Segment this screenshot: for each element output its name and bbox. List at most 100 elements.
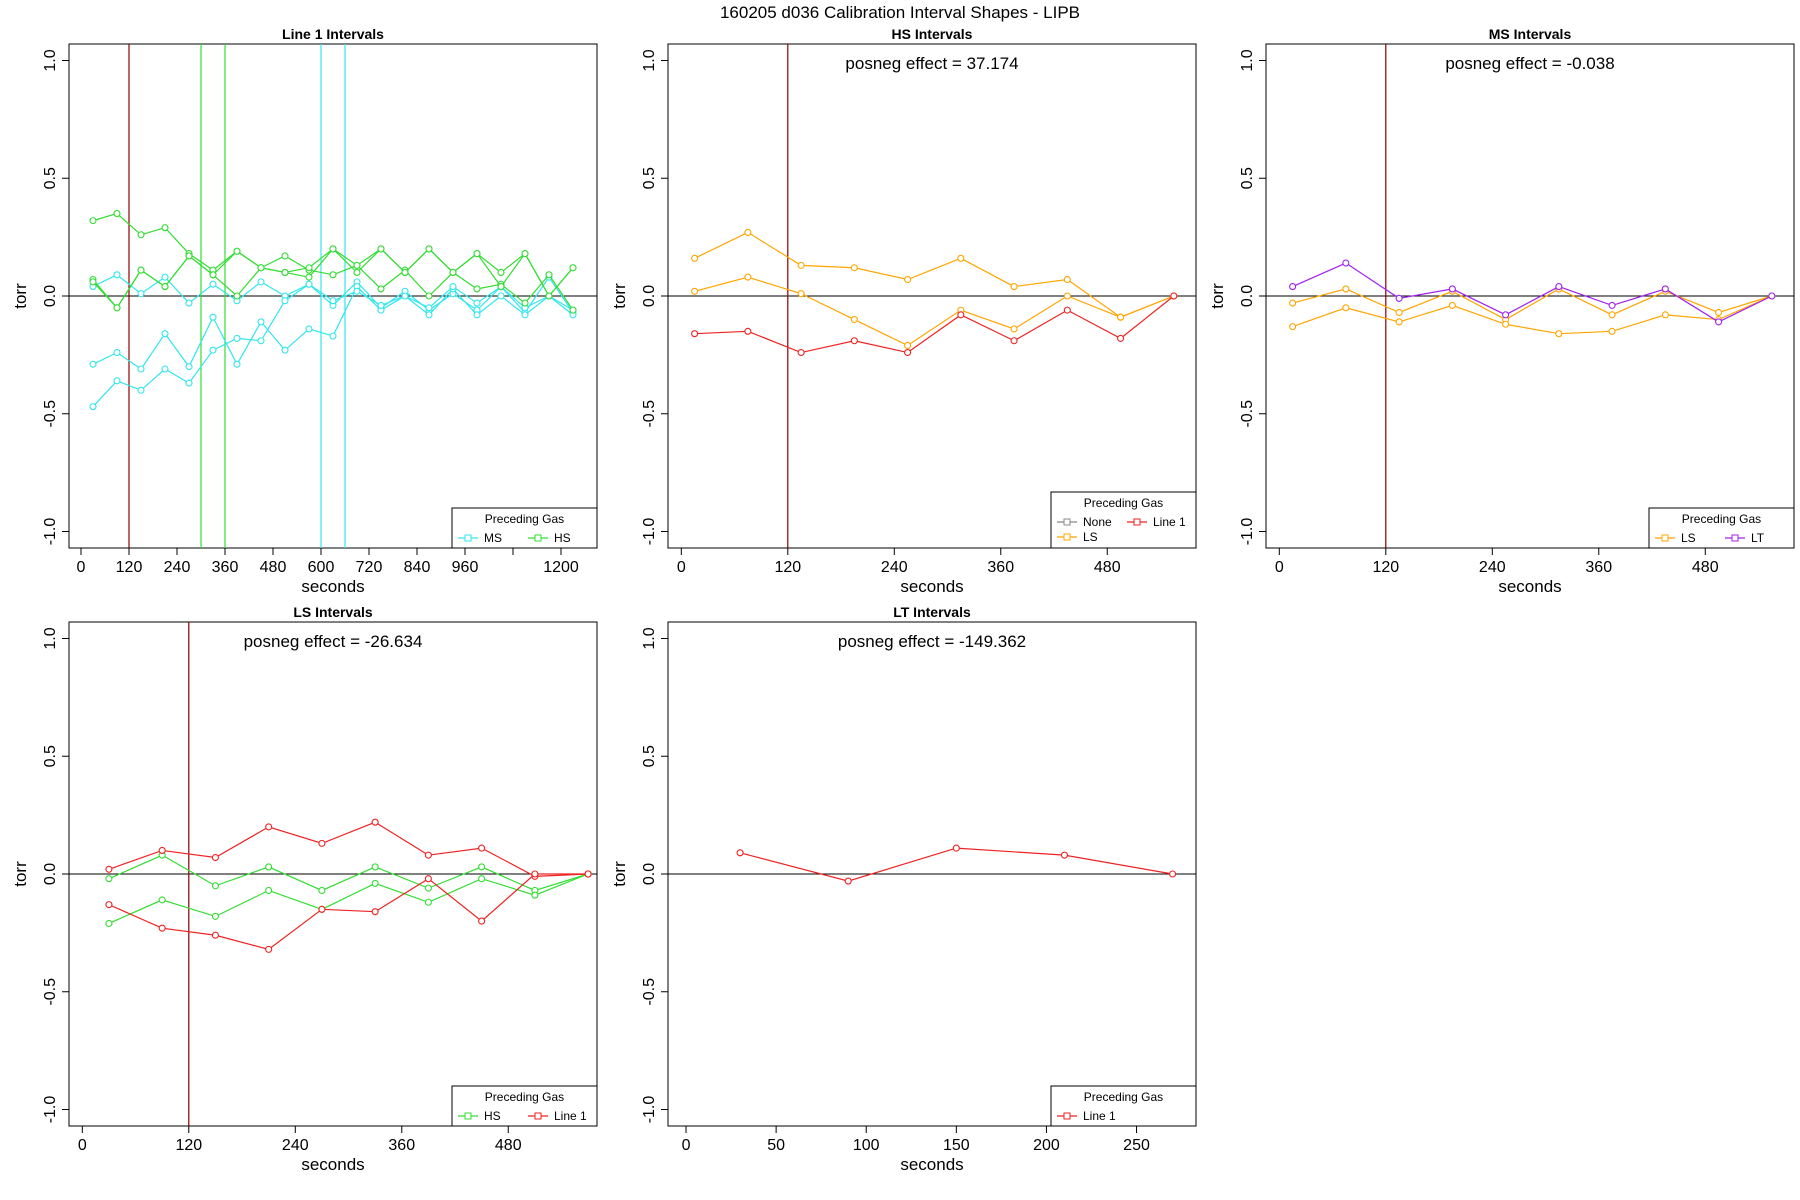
data-point bbox=[1502, 320, 1510, 328]
data-point bbox=[957, 311, 965, 319]
panel-title: LT Intervals bbox=[893, 604, 971, 620]
data-point bbox=[377, 301, 385, 309]
data-point bbox=[521, 311, 529, 319]
x-axis-label: seconds bbox=[301, 1155, 364, 1174]
series-line-hs bbox=[108, 873, 589, 925]
data-point bbox=[1342, 285, 1350, 293]
data-point bbox=[1117, 313, 1125, 321]
data-point bbox=[473, 250, 481, 258]
data-point bbox=[211, 912, 219, 920]
data-point bbox=[850, 264, 858, 272]
data-point bbox=[305, 280, 313, 288]
data-point bbox=[377, 285, 385, 293]
data-point bbox=[185, 299, 193, 307]
y-tick-label: 0.5 bbox=[641, 167, 658, 189]
data-point bbox=[161, 224, 169, 232]
data-point bbox=[211, 853, 219, 862]
data-point bbox=[371, 879, 379, 887]
x-tick-label: 0 bbox=[1275, 559, 1284, 576]
data-point bbox=[305, 325, 313, 333]
legend-title: Preceding Gas bbox=[1682, 512, 1761, 526]
x-axis-label: seconds bbox=[301, 577, 364, 596]
data-point bbox=[1768, 292, 1776, 300]
x-tick-label: 480 bbox=[1094, 559, 1121, 576]
data-point bbox=[744, 327, 752, 335]
y-tick-label: 1.0 bbox=[641, 49, 658, 71]
y-tick-label: -0.5 bbox=[1239, 400, 1256, 428]
legend-entry-label: Line 1 bbox=[1083, 1109, 1116, 1123]
data-point bbox=[478, 844, 486, 852]
y-tick-label: -0.5 bbox=[42, 400, 59, 428]
y-tick-label: -0.5 bbox=[42, 978, 59, 1006]
legend-entry-label: LS bbox=[1083, 530, 1098, 544]
data-point bbox=[844, 877, 852, 885]
legend-box bbox=[1050, 491, 1197, 549]
data-point bbox=[137, 365, 145, 373]
legend-title: Preceding Gas bbox=[485, 512, 564, 526]
panel-title: HS Intervals bbox=[892, 26, 973, 42]
legend: Preceding Gas None Line 1 LS bbox=[1050, 491, 1197, 549]
legend-entry-label: HS bbox=[484, 1109, 501, 1123]
series-line-lt bbox=[1292, 262, 1773, 323]
data-point bbox=[89, 217, 97, 225]
data-point bbox=[233, 360, 241, 368]
data-point bbox=[521, 250, 529, 258]
data-point bbox=[318, 886, 326, 895]
data-point bbox=[377, 245, 385, 253]
data-point bbox=[904, 348, 912, 357]
data-point bbox=[478, 875, 486, 883]
x-tick-label: 200 bbox=[1033, 1137, 1060, 1154]
data-point bbox=[265, 945, 273, 953]
y-axis-label: torr bbox=[1208, 283, 1227, 309]
data-point bbox=[449, 268, 457, 276]
y-axis-label: torr bbox=[610, 283, 629, 309]
y-tick-label: 0.5 bbox=[641, 745, 658, 767]
data-point bbox=[209, 313, 217, 321]
y-tick-label: -1.0 bbox=[641, 1096, 658, 1124]
data-point bbox=[105, 919, 113, 928]
data-point bbox=[353, 287, 361, 295]
x-tick-label: 240 bbox=[164, 559, 191, 576]
data-point bbox=[797, 290, 805, 298]
data-point bbox=[185, 379, 193, 387]
x-tick-label: 120 bbox=[116, 559, 143, 576]
data-point bbox=[161, 273, 169, 281]
series-line-hs bbox=[108, 854, 589, 892]
data-point bbox=[691, 254, 699, 262]
data-point bbox=[353, 261, 361, 269]
x-tick-label: 50 bbox=[767, 1137, 785, 1154]
data-point bbox=[185, 252, 193, 260]
legend-entry-label: LS bbox=[1681, 531, 1696, 545]
panel-2: HS Intervals -1.0 -0.5 0.0 0.5 1.0 torr 0 120 240… bbox=[610, 26, 1197, 596]
data-point bbox=[1010, 337, 1018, 345]
x-tick-label: 960 bbox=[452, 559, 479, 576]
y-tick-label: -1.0 bbox=[42, 1096, 59, 1124]
data-point bbox=[497, 283, 505, 291]
data-point bbox=[281, 346, 289, 354]
data-point bbox=[1661, 285, 1669, 293]
data-point bbox=[318, 839, 326, 847]
data-point bbox=[265, 823, 273, 831]
x-tick-label: 480 bbox=[260, 559, 287, 576]
data-point bbox=[850, 337, 858, 345]
data-point bbox=[1060, 851, 1069, 859]
data-point bbox=[161, 365, 169, 373]
data-point bbox=[425, 292, 433, 300]
data-point bbox=[1608, 327, 1616, 335]
posneg-annotation: posneg effect = -0.038 bbox=[1445, 54, 1614, 73]
data-point bbox=[957, 254, 965, 262]
data-point bbox=[1063, 306, 1071, 314]
data-point bbox=[1289, 283, 1297, 291]
legend-swatch-marker bbox=[1731, 534, 1739, 542]
legend-box bbox=[451, 1085, 598, 1127]
data-point bbox=[89, 403, 97, 411]
data-point bbox=[497, 268, 505, 276]
data-point bbox=[736, 849, 744, 857]
data-point bbox=[305, 273, 313, 281]
data-point bbox=[1608, 311, 1616, 319]
data-point bbox=[424, 875, 432, 883]
data-point bbox=[545, 271, 553, 279]
data-point bbox=[329, 271, 337, 279]
legend-swatch-marker bbox=[1063, 518, 1071, 526]
x-tick-label: 360 bbox=[987, 559, 1014, 576]
